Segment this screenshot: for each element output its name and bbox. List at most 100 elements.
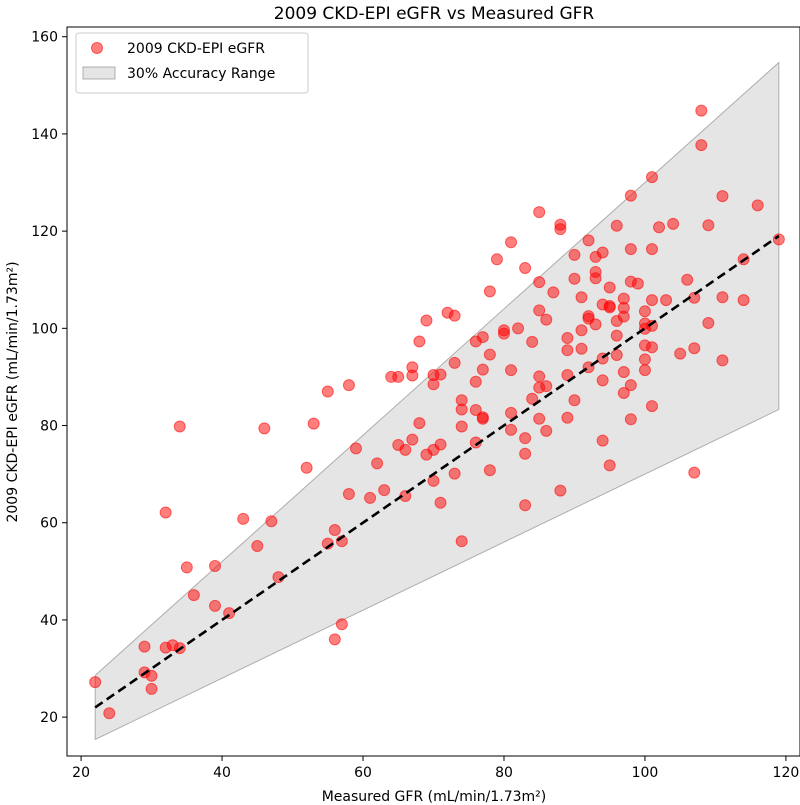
data-point-28 <box>335 618 348 631</box>
data-point-13 <box>209 559 222 572</box>
data-point-101 <box>561 344 574 357</box>
data-point-89 <box>533 304 546 317</box>
data-point-32 <box>364 491 377 504</box>
data-point-170 <box>737 294 750 307</box>
data-point-156 <box>667 217 680 230</box>
data-point-12 <box>187 589 200 602</box>
data-point-76 <box>505 236 518 249</box>
data-point-129 <box>610 349 623 362</box>
data-point-70 <box>483 285 496 298</box>
data-point-82 <box>519 432 532 445</box>
data-point-160 <box>688 342 701 355</box>
data-point-77 <box>505 364 518 377</box>
data-point-78 <box>505 406 518 419</box>
data-point-136 <box>624 189 637 202</box>
data-point-168 <box>716 354 729 367</box>
data-point-133 <box>617 310 630 323</box>
data-point-141 <box>631 277 644 290</box>
data-point-84 <box>519 499 532 512</box>
data-point-23 <box>321 385 334 398</box>
data-point-43 <box>413 335 426 348</box>
data-point-122 <box>596 434 609 447</box>
data-point-105 <box>568 272 581 285</box>
data-point-95 <box>540 424 553 437</box>
data-point-146 <box>638 353 651 366</box>
data-point-14 <box>209 599 222 612</box>
data-point-36 <box>392 370 405 383</box>
data-point-59 <box>455 403 468 416</box>
data-point-164 <box>702 219 715 232</box>
data-point-30 <box>342 488 355 501</box>
legend: 2009 CKD-EPI eGFR 30% Accuracy Range <box>75 32 309 94</box>
legend-swatch-accuracy <box>82 66 116 80</box>
x-tick-label-60: 60 <box>354 765 372 781</box>
data-point-167 <box>716 291 729 304</box>
data-point-103 <box>561 411 574 424</box>
x-tick-label-120: 120 <box>773 765 800 781</box>
data-point-64 <box>469 403 482 416</box>
data-point-128 <box>610 329 623 342</box>
data-point-158 <box>681 273 694 286</box>
data-point-71 <box>483 348 496 361</box>
data-point-83 <box>519 447 532 460</box>
data-point-104 <box>568 248 581 261</box>
data-point-42 <box>406 433 419 446</box>
data-point-100 <box>561 332 574 345</box>
data-point-44 <box>413 417 426 430</box>
x-tick-label-40: 40 <box>213 765 231 781</box>
data-point-81 <box>519 262 532 275</box>
identity-line <box>94 234 780 709</box>
data-point-116 <box>589 272 602 285</box>
data-point-79 <box>505 423 518 436</box>
data-point-63 <box>469 375 482 388</box>
chart-title: 2009 CKD-EPI eGFR vs Measured GFR <box>274 4 595 24</box>
data-point-135 <box>617 386 630 399</box>
data-point-149 <box>645 243 658 256</box>
data-point-69 <box>476 412 489 425</box>
data-point-123 <box>603 281 616 294</box>
data-point-117 <box>589 318 602 331</box>
data-point-162 <box>695 104 708 117</box>
accuracy-band <box>94 61 780 741</box>
data-point-72 <box>483 464 496 477</box>
data-point-67 <box>476 363 489 376</box>
y-axis-label: 2009 CKD-EPI eGFR (mL/min/1.73m²) <box>5 261 21 522</box>
data-point-10 <box>173 420 186 433</box>
data-point-163 <box>695 139 708 152</box>
data-point-25 <box>328 524 341 537</box>
data-point-11 <box>180 561 193 574</box>
data-point-22 <box>307 417 320 430</box>
data-point-75 <box>497 327 510 340</box>
data-point-154 <box>653 221 666 234</box>
y-tick-label-100: 100 <box>31 321 58 337</box>
plot-area: 20 40 60 80 100 120 20 40 60 80 100 120 140 160 <box>31 26 800 781</box>
data-point-51 <box>434 368 447 381</box>
data-point-166 <box>716 190 729 203</box>
data-point-34 <box>378 484 391 497</box>
y-tick-label-120: 120 <box>31 224 58 240</box>
data-point-26 <box>328 633 341 646</box>
data-point-92 <box>533 412 546 425</box>
data-point-19 <box>265 515 278 528</box>
data-point-29 <box>342 379 355 392</box>
data-point-93 <box>540 313 553 326</box>
y-tick-label-20: 20 <box>40 710 58 726</box>
data-point-161 <box>688 466 701 479</box>
data-point-150 <box>645 294 658 307</box>
data-point-121 <box>596 374 609 387</box>
data-point-1 <box>103 707 116 720</box>
data-point-106 <box>568 394 581 407</box>
data-point-73 <box>490 253 503 266</box>
legend-label-accuracy: 30% Accuracy Range <box>127 66 275 82</box>
data-point-108 <box>575 324 588 337</box>
x-axis-label: Measured GFR (mL/min/1.73m²) <box>322 789 547 805</box>
data-point-85 <box>526 335 539 348</box>
data-point-2 <box>138 640 151 653</box>
data-point-52 <box>434 438 447 451</box>
data-point-142 <box>638 305 651 318</box>
data-point-134 <box>617 366 630 379</box>
data-point-99 <box>554 484 567 497</box>
data-point-86 <box>526 392 539 405</box>
data-point-21 <box>300 461 313 474</box>
data-point-87 <box>533 206 546 219</box>
